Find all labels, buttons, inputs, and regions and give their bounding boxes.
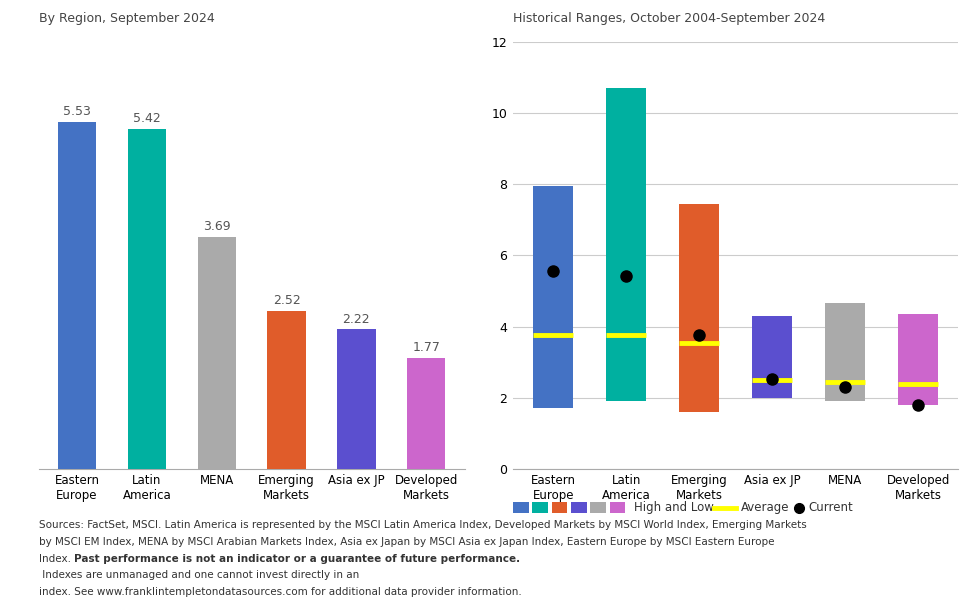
Bar — [606, 88, 647, 401]
Bar — [267, 311, 306, 469]
Text: 5.53: 5.53 — [63, 105, 91, 118]
Text: Current: Current — [808, 501, 853, 514]
Text: Past performance is not an indicator or a guarantee of future performance.: Past performance is not an indicator or … — [74, 554, 520, 564]
Text: 1.77: 1.77 — [412, 341, 440, 354]
Text: By Region, September 2024: By Region, September 2024 — [39, 12, 215, 25]
Text: by MSCI EM Index, MENA by MSCI Arabian Markets Index, Asia ex Japan by MSCI Asia: by MSCI EM Index, MENA by MSCI Arabian M… — [39, 537, 774, 547]
Text: 2.22: 2.22 — [343, 313, 370, 326]
Text: 2.52: 2.52 — [273, 294, 300, 307]
Text: Index.: Index. — [39, 554, 74, 564]
Bar — [680, 204, 719, 412]
Bar — [337, 329, 376, 469]
Bar — [533, 186, 573, 408]
Bar — [58, 122, 97, 469]
Text: Indexes are unmanaged and one cannot invest directly in an: Indexes are unmanaged and one cannot inv… — [39, 570, 359, 581]
Text: Sources: FactSet, MSCI. Latin America is represented by the MSCI Latin America I: Sources: FactSet, MSCI. Latin America is… — [39, 520, 806, 530]
Text: 5.42: 5.42 — [133, 112, 161, 125]
Text: High and Low: High and Low — [634, 501, 714, 514]
Text: Average: Average — [741, 501, 789, 514]
Text: Historical Ranges, October 2004-September 2024: Historical Ranges, October 2004-Septembe… — [513, 12, 826, 25]
Bar — [825, 304, 865, 401]
Bar — [407, 358, 445, 469]
Bar — [752, 316, 792, 398]
Text: 3.69: 3.69 — [203, 221, 230, 233]
Text: index. See www.franklintempletondatasources.com for additional data provider inf: index. See www.franklintempletondatasour… — [39, 587, 522, 597]
Bar — [128, 129, 166, 469]
Bar — [197, 237, 236, 469]
Bar — [898, 314, 938, 405]
